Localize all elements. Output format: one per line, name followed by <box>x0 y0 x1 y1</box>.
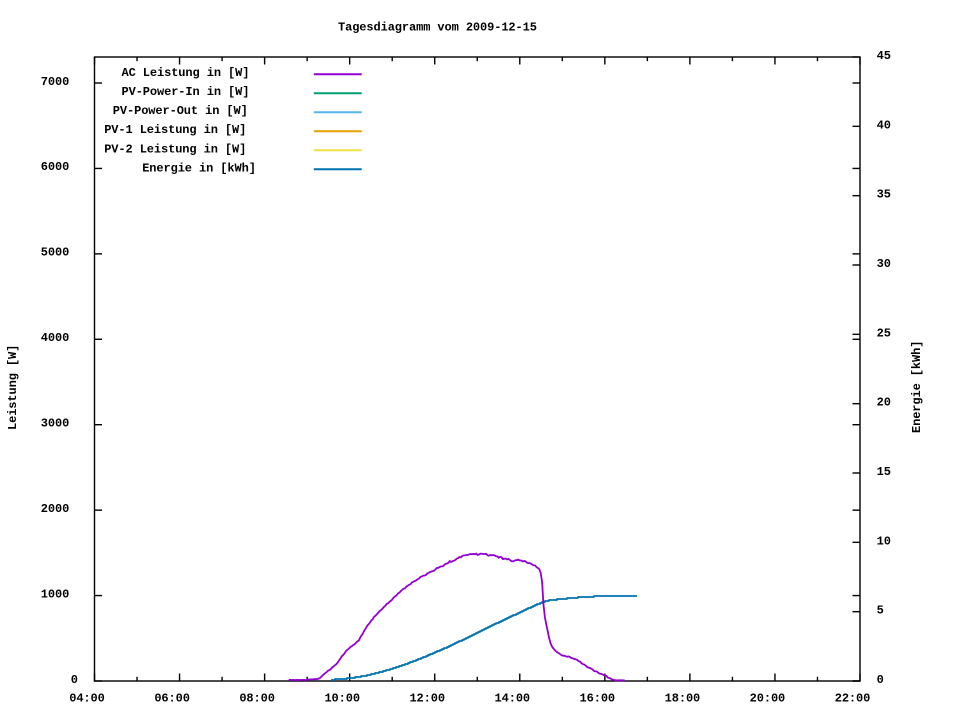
svg-text:45: 45 <box>877 49 891 63</box>
svg-text:14:00: 14:00 <box>495 692 531 706</box>
svg-text:40: 40 <box>877 118 891 132</box>
svg-text:08:00: 08:00 <box>239 692 275 706</box>
svg-text:04:00: 04:00 <box>69 692 105 706</box>
svg-text:20: 20 <box>877 396 891 410</box>
svg-text:PV-1 Leistung in [W]: PV-1 Leistung in [W] <box>104 123 246 137</box>
svg-text:22:00: 22:00 <box>835 692 871 706</box>
svg-text:5: 5 <box>877 604 884 618</box>
svg-text:Tagesdiagramm vom 2009-12-15: Tagesdiagramm vom 2009-12-15 <box>338 21 537 35</box>
svg-text:Energie [kWh]: Energie [kWh] <box>910 341 924 433</box>
svg-text:35: 35 <box>877 188 891 202</box>
svg-text:10:00: 10:00 <box>324 692 360 706</box>
svg-text:12:00: 12:00 <box>409 692 445 706</box>
svg-text:0: 0 <box>877 673 884 687</box>
svg-text:18:00: 18:00 <box>665 692 701 706</box>
svg-text:4000: 4000 <box>41 331 69 345</box>
svg-text:6000: 6000 <box>41 160 69 174</box>
svg-text:Leistung [W]: Leistung [W] <box>6 345 20 430</box>
svg-text:5000: 5000 <box>41 246 69 260</box>
svg-text:2000: 2000 <box>41 502 69 516</box>
svg-text:10: 10 <box>877 534 891 548</box>
svg-text:16:00: 16:00 <box>580 692 616 706</box>
svg-text:20:00: 20:00 <box>750 692 786 706</box>
svg-text:0: 0 <box>71 673 78 687</box>
svg-text:PV-Power-In in [W]: PV-Power-In in [W] <box>122 85 250 99</box>
svg-text:AC Leistung in [W]: AC Leistung in [W] <box>122 66 250 80</box>
svg-text:7000: 7000 <box>41 75 69 89</box>
svg-text:1000: 1000 <box>41 587 69 601</box>
svg-text:06:00: 06:00 <box>154 692 190 706</box>
svg-text:PV-Power-Out in [W]: PV-Power-Out in [W] <box>113 104 248 118</box>
svg-text:15: 15 <box>877 465 891 479</box>
svg-text:PV-2 Leistung in [W]: PV-2 Leistung in [W] <box>104 142 246 156</box>
svg-text:25: 25 <box>877 326 891 340</box>
svg-text:Energie in [kWh]: Energie in [kWh] <box>142 161 256 175</box>
svg-text:3000: 3000 <box>41 417 69 431</box>
svg-text:30: 30 <box>877 257 891 271</box>
